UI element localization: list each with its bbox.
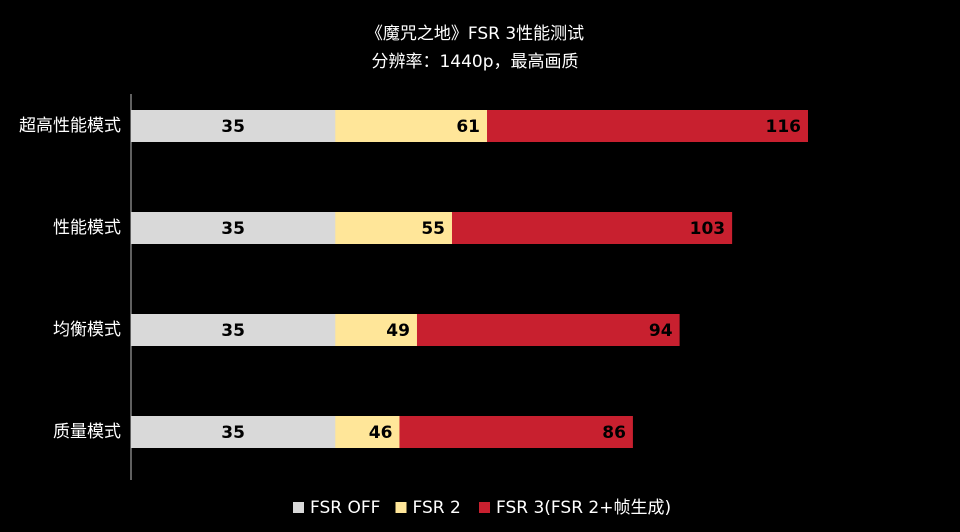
legend-label: FSR OFF <box>310 498 380 518</box>
legend-swatch <box>293 502 304 513</box>
value-label: 35 <box>221 219 245 239</box>
chart-subtitle: 分辨率：1440p，最高画质 <box>371 52 578 72</box>
y-tick-label: 质量模式 <box>53 422 121 442</box>
bar <box>131 314 336 346</box>
legend-swatch <box>479 502 490 513</box>
value-label: 61 <box>456 117 480 137</box>
y-tick-label: 均衡模式 <box>53 320 121 340</box>
y-tick-label: 性能模式 <box>53 218 121 238</box>
value-label: 116 <box>766 117 802 137</box>
value-label: 35 <box>221 321 245 341</box>
value-label: 49 <box>386 321 410 341</box>
chart-title: 《魔咒之地》FSR 3性能测试 <box>366 24 584 44</box>
bar <box>131 212 336 244</box>
legend-label: FSR 2 <box>413 498 461 518</box>
value-label: 35 <box>221 117 245 137</box>
bar <box>131 416 336 448</box>
legend-label: FSR 3(FSR 2+帧生成) <box>496 498 671 518</box>
value-label: 46 <box>369 423 393 443</box>
value-label: 55 <box>421 219 445 239</box>
legend-swatch <box>395 502 407 513</box>
value-label: 86 <box>602 423 626 443</box>
value-label: 103 <box>690 219 726 239</box>
value-label: 94 <box>649 321 673 341</box>
bar <box>131 110 336 142</box>
y-tick-label: 超高性能模式 <box>19 116 121 136</box>
value-label: 35 <box>221 423 245 443</box>
